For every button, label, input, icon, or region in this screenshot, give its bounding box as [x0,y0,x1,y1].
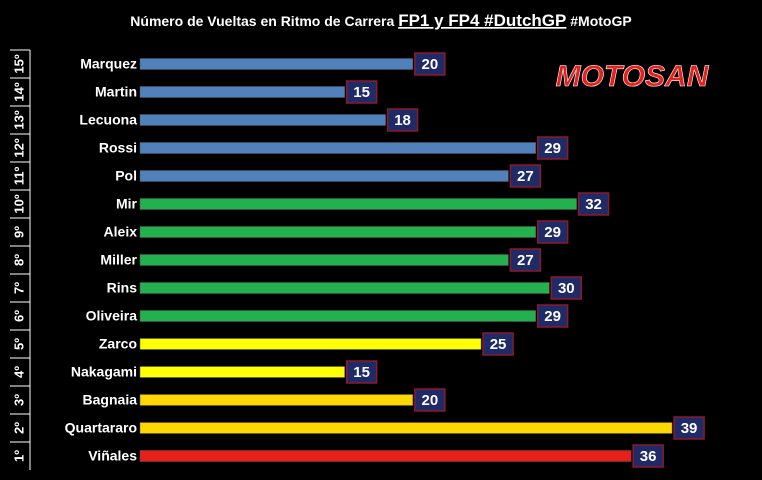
rank-label: 9º [11,226,26,238]
title-tag: #MotoGP [570,13,631,29]
category-label: Rossi [99,140,137,156]
value-box [632,444,664,468]
category-label: Martin [95,84,137,100]
category-label: Zarco [99,336,137,352]
value-label: 15 [353,364,370,381]
bar [139,450,632,462]
rank-label: 7º [11,282,26,294]
bar [139,58,414,70]
value-label: 30 [558,280,575,297]
chart-title: Número de Vueltas en Ritmo de Carrera FP… [130,11,631,30]
value-box [536,304,569,328]
category-label: Bagnaia [83,392,138,408]
rank-label: 3º [11,394,26,406]
value-box [536,136,569,160]
title-highlight: FP1 y FP4 #DutchGP [398,11,566,30]
value-label: 27 [517,252,534,269]
bar [139,198,577,210]
category-label: Oliveira [86,308,138,324]
value-label: 29 [544,140,561,157]
bar [139,394,414,406]
bar [139,282,550,294]
rank-label: 15º [11,54,26,73]
bar [139,226,536,238]
bar [139,114,386,126]
value-label: 32 [585,196,602,213]
title-main: Número de Vueltas en Ritmo de Carrera [130,13,394,29]
bar [139,366,345,378]
value-box [482,332,514,356]
value-label: 25 [490,336,507,353]
rank-label: 4º [11,366,26,378]
rank-label: 1º [11,450,26,462]
value-label: 20 [422,56,439,73]
value-box [509,164,542,188]
value-box [414,52,446,76]
category-label: Aleix [104,224,138,240]
rank-label: 8º [11,254,26,266]
value-label: 29 [544,224,561,241]
category-label: Viñales [88,448,137,464]
bar [139,86,345,98]
value-label: 36 [640,448,657,465]
category-label: Miller [100,252,137,268]
value-box [577,192,610,216]
value-label: 15 [353,84,370,101]
value-box [673,416,705,440]
rank-label: 14º [11,82,26,101]
rank-label: 10º [11,194,26,213]
rank-label: 11º [11,167,26,186]
rank-label: 13º [11,110,26,129]
value-label: 29 [544,308,561,325]
value-label: 18 [394,112,411,129]
rank-label: 6º [11,310,26,322]
bar [139,142,536,154]
bar [139,170,509,182]
category-label: Quartararo [65,420,137,436]
value-box [536,220,569,244]
logo: MOTOSAN [556,60,710,93]
rank-label: 5º [11,338,26,350]
rank-label: 12º [11,138,26,157]
rank-label: 2º [11,422,26,434]
value-label: 20 [422,392,439,409]
value-label: 39 [681,420,698,437]
value-box [345,360,378,384]
bar [139,422,673,434]
bar [139,338,482,350]
category-label: Marquez [80,56,137,72]
bar [139,310,536,322]
value-box [414,388,446,412]
bar [139,254,509,266]
category-label: Lecuona [79,112,137,128]
category-label: Rins [107,280,138,296]
category-label: Mir [116,196,138,212]
value-box [386,108,419,132]
value-box [509,248,542,272]
value-box [345,80,378,104]
value-box [550,276,583,300]
value-label: 27 [517,168,534,185]
category-label: Nakagami [71,364,137,380]
category-label: Pol [115,168,137,184]
